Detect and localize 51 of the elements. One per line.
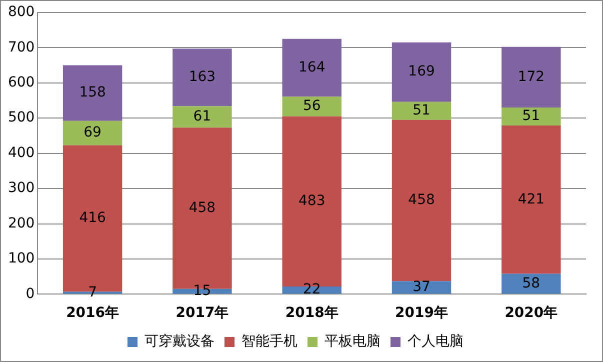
bar bbox=[502, 108, 561, 126]
y-tick-label: 100 bbox=[8, 250, 35, 267]
y-tick-label: 700 bbox=[8, 39, 35, 56]
bar bbox=[392, 281, 452, 294]
data-label: 164 bbox=[298, 59, 326, 76]
bar bbox=[62, 120, 122, 146]
bar bbox=[172, 48, 232, 106]
y-tick-label: 800 bbox=[8, 4, 35, 20]
bar bbox=[62, 65, 122, 121]
data-label: 172 bbox=[518, 68, 545, 85]
bar bbox=[282, 38, 342, 97]
legend-label: 智能手机 bbox=[242, 334, 298, 350]
legend-label: 平板电脑 bbox=[324, 334, 380, 350]
bar bbox=[502, 274, 561, 294]
legend-label: 个人电脑 bbox=[408, 334, 464, 350]
data-label: 421 bbox=[518, 191, 545, 208]
data-label: 61 bbox=[193, 108, 212, 124]
y-tick-label: 200 bbox=[8, 215, 35, 232]
bar bbox=[392, 42, 452, 102]
data-label: 58 bbox=[522, 275, 540, 292]
data-label: 22 bbox=[302, 282, 321, 298]
legend-label: 可穿戴设备 bbox=[144, 334, 214, 350]
data-label: 458 bbox=[188, 200, 216, 216]
y-tick-label: 400 bbox=[8, 144, 35, 161]
data-label: 37 bbox=[412, 279, 430, 296]
data-label: 163 bbox=[188, 69, 216, 86]
data-label: 51 bbox=[522, 108, 540, 124]
bar bbox=[392, 102, 452, 120]
y-tick-label: 600 bbox=[8, 74, 35, 90]
data-label: 158 bbox=[79, 84, 106, 101]
x-tick-label: 2020年 bbox=[504, 305, 558, 322]
data-label: 483 bbox=[298, 193, 326, 210]
x-tick-label: 2016年 bbox=[66, 305, 120, 322]
data-label: 7 bbox=[88, 284, 98, 300]
data-label: 56 bbox=[302, 98, 321, 114]
data-label: 69 bbox=[84, 124, 102, 141]
x-tick-label: 2018年 bbox=[285, 305, 338, 322]
x-tick-label: 2017年 bbox=[176, 305, 229, 322]
bar bbox=[282, 96, 342, 116]
x-tick-label: 2019年 bbox=[395, 305, 448, 322]
data-label: 458 bbox=[408, 192, 435, 208]
y-tick-label: 300 bbox=[8, 180, 35, 196]
bar bbox=[502, 125, 561, 274]
data-label: 169 bbox=[408, 64, 435, 80]
data-label: 51 bbox=[412, 102, 430, 118]
y-tick-label: 500 bbox=[8, 110, 35, 126]
bar bbox=[172, 106, 232, 128]
data-label: 416 bbox=[79, 210, 106, 226]
bar bbox=[502, 46, 561, 108]
bar bbox=[392, 120, 452, 282]
y-tick-label: 0 bbox=[26, 286, 35, 302]
